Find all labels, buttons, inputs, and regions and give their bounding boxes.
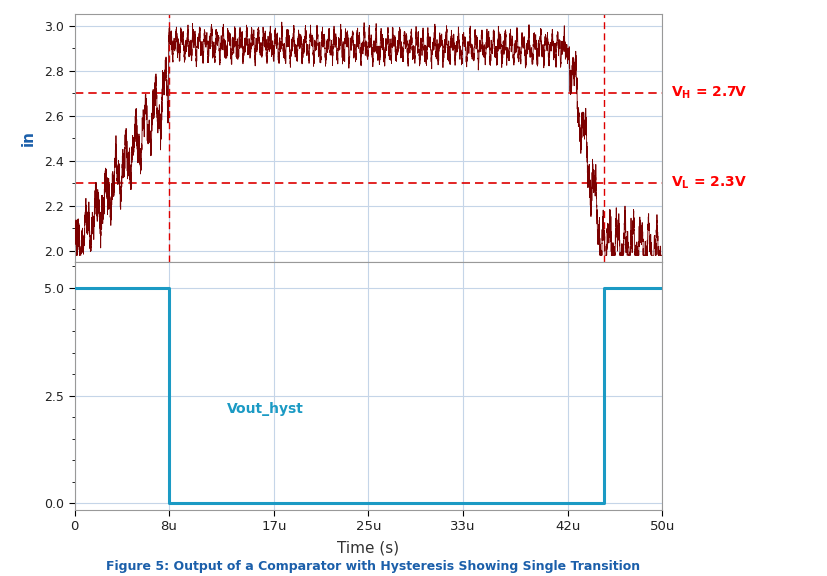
Text: Figure 5: Output of a Comparator with Hysteresis Showing Single Transition: Figure 5: Output of a Comparator with Hy… [105, 560, 639, 573]
X-axis label: Time (s): Time (s) [337, 540, 399, 555]
Text: $\mathbf{V_L}$ = 2.3V: $\mathbf{V_L}$ = 2.3V [671, 175, 746, 191]
Text: Vout_hyst: Vout_hyst [227, 401, 304, 415]
Text: $\mathbf{V_H}$ = 2.7V: $\mathbf{V_H}$ = 2.7V [671, 85, 747, 101]
Y-axis label: in: in [21, 130, 36, 146]
